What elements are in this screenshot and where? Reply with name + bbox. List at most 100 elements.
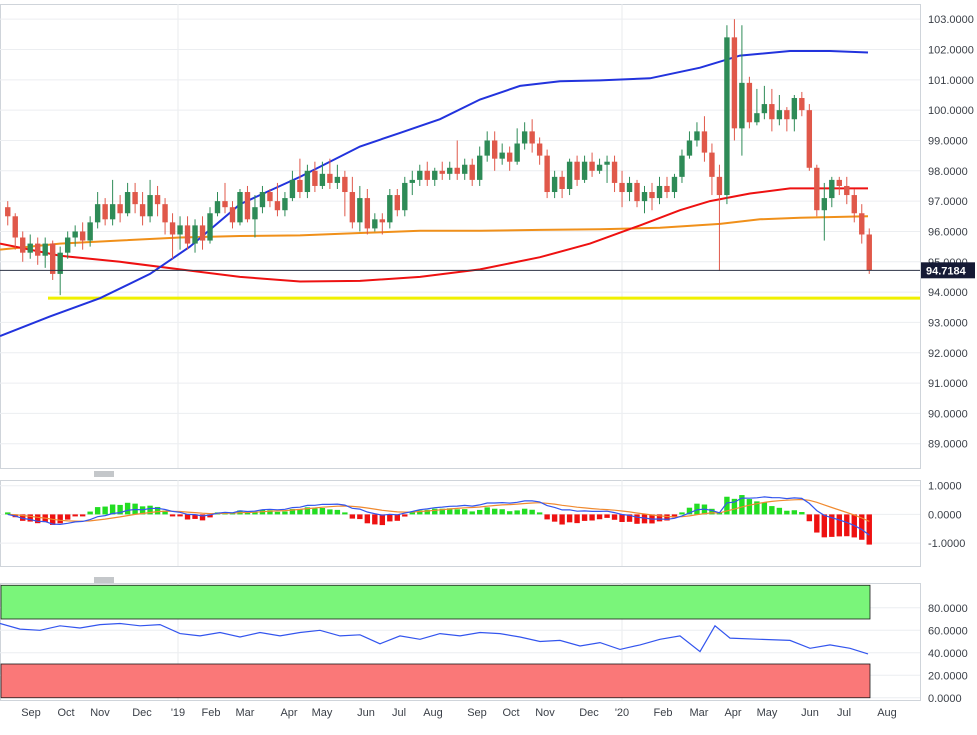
candle-body-up	[724, 37, 730, 196]
candle-body-up	[64, 237, 71, 253]
candle-body-down	[454, 167, 460, 174]
candle	[12, 213, 18, 250]
macd-histogram-bar-negative	[559, 514, 565, 525]
candle	[866, 228, 872, 274]
candle	[222, 182, 228, 214]
candle-body-up	[821, 198, 828, 211]
candle-body-up	[147, 195, 153, 217]
candle	[649, 182, 655, 211]
y-tick-label: 100.0000	[928, 105, 974, 117]
candle-body-down	[35, 243, 41, 256]
candle-body-down	[559, 176, 565, 189]
candle-body-down	[312, 170, 318, 186]
macd-panel-handle[interactable]	[94, 471, 114, 477]
sma-orange-line	[0, 215, 869, 251]
candle	[372, 213, 378, 232]
candle-body-down	[866, 234, 872, 271]
candle	[169, 213, 176, 259]
macd-histogram-bar-positive	[274, 511, 281, 515]
candle-body-up	[177, 225, 183, 235]
macd-histogram-bar-positive	[162, 510, 168, 515]
candle	[267, 188, 273, 208]
candle	[379, 213, 386, 235]
candle-body-up	[192, 225, 198, 244]
candle-body-down	[424, 170, 430, 180]
candle-body-down	[379, 219, 386, 223]
macd-histogram-bar-negative	[79, 514, 86, 517]
candle	[72, 225, 78, 247]
candle-body-up	[694, 131, 700, 141]
candle	[739, 25, 745, 156]
macd-histogram-bar-negative	[859, 514, 865, 540]
macd-histogram-bar-negative	[656, 514, 663, 522]
candle	[724, 25, 730, 205]
candle-body-up	[432, 170, 438, 180]
y-tick-label: 102.0000	[928, 44, 974, 56]
candle	[417, 164, 423, 186]
candle	[357, 185, 363, 232]
candle	[536, 137, 543, 165]
candle	[581, 155, 588, 183]
macd-histogram-bar-negative	[821, 514, 828, 538]
macd-histogram-bar-positive	[102, 506, 108, 515]
macd-histogram-bar-negative	[611, 514, 618, 520]
macd-histogram-bar-positive	[694, 503, 700, 515]
macd-histogram-bar-negative	[364, 514, 371, 524]
rsi-y-tick-label: 60.0000	[928, 625, 968, 637]
macd-histogram-bar-positive	[724, 496, 730, 515]
macd-histogram-bar-positive	[761, 502, 768, 515]
candle-body-up	[447, 167, 453, 174]
candle-body-up	[237, 192, 243, 223]
macd-histogram-bar-positive	[109, 504, 116, 515]
candle	[334, 164, 341, 189]
macd-histogram-bar-positive	[447, 508, 453, 515]
y-tick-label: 101.0000	[928, 75, 974, 87]
main-panel-frame	[0, 4, 921, 469]
candle	[462, 158, 468, 180]
candle	[102, 198, 108, 226]
macd-histogram-bar-positive	[776, 507, 783, 515]
candle	[432, 167, 438, 186]
candle-body-down	[162, 204, 168, 223]
sma-red-line	[0, 187, 868, 283]
candle-body-up	[761, 104, 768, 114]
candle	[544, 149, 550, 199]
macd-line	[7, 496, 870, 536]
macd-histogram-bar-negative	[544, 514, 550, 520]
candle	[529, 119, 535, 153]
macd-histogram-bar-positive	[679, 512, 685, 515]
candle-body-down	[244, 192, 251, 220]
macd-histogram-bar-negative	[814, 514, 820, 533]
candle	[604, 155, 610, 183]
candle	[147, 179, 153, 223]
x-tick-label: Mar	[236, 707, 255, 719]
candle-body-down	[267, 192, 273, 202]
macd-histogram-bar-negative	[192, 514, 198, 519]
candle	[491, 131, 498, 171]
macd-histogram-bar-negative	[574, 514, 580, 524]
candle	[679, 149, 685, 183]
candle-body-up	[417, 170, 423, 180]
candle-body-down	[132, 192, 138, 205]
candle-body-down	[342, 176, 348, 193]
candle	[799, 91, 805, 117]
macd-histogram-bar-negative	[349, 514, 356, 519]
candle	[634, 179, 640, 208]
rsi-panel-handle[interactable]	[94, 577, 114, 583]
macd-histogram-bar-negative	[169, 514, 176, 517]
candle	[387, 188, 393, 229]
candle-body-down	[859, 213, 865, 235]
macd-histogram-bar-negative	[589, 514, 595, 521]
candle-body-down	[117, 204, 123, 214]
x-tick-label: '20	[615, 707, 629, 719]
candle	[499, 143, 505, 165]
candle	[297, 158, 303, 199]
y-tick-label: 91.0000	[928, 378, 968, 390]
x-tick-label: May	[312, 707, 333, 719]
rsi-oversold-band	[0, 663, 871, 699]
x-tick-label: Feb	[202, 707, 221, 719]
candle	[484, 131, 490, 162]
candle	[42, 237, 48, 268]
